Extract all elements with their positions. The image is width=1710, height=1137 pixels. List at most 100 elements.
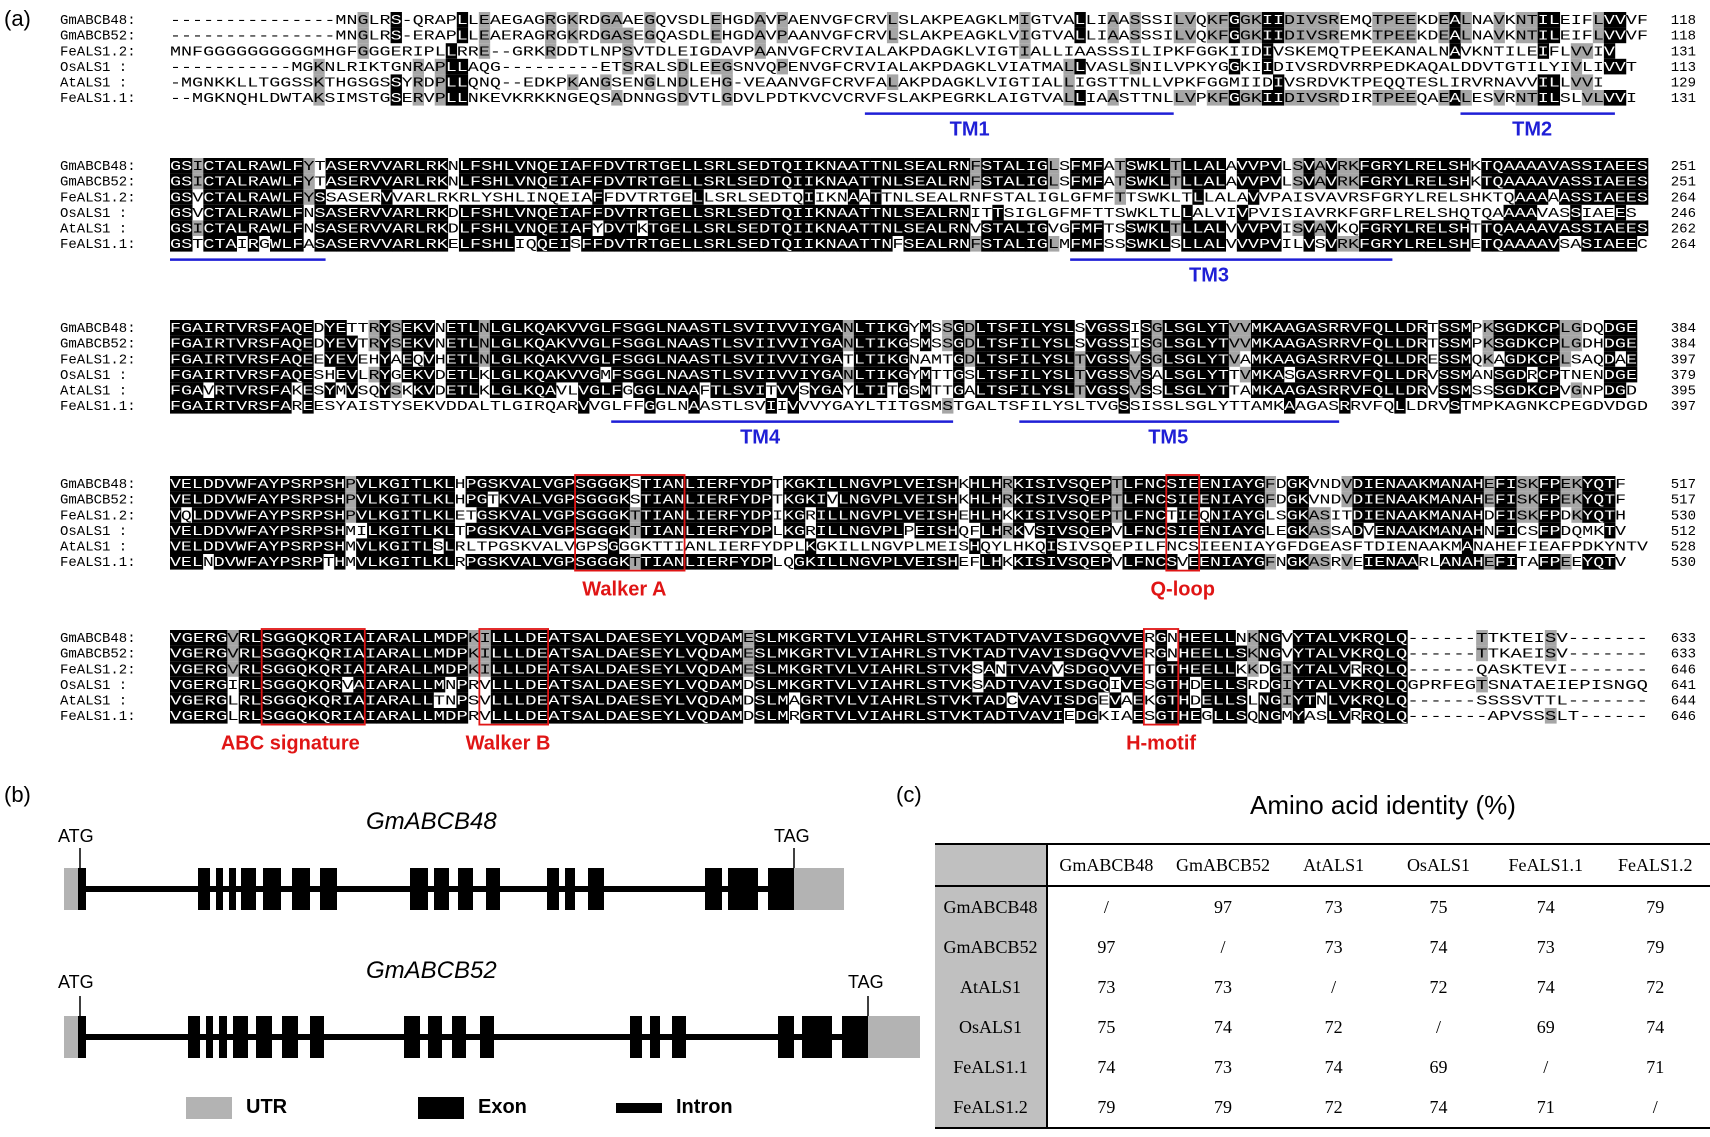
residue-shading [614,204,626,221]
residue: E [799,13,810,29]
residue: A [1449,29,1461,45]
residue-shading [1025,236,1038,252]
residue: E [1560,493,1571,509]
residue: G [1295,337,1306,353]
residue: E [677,44,688,60]
residue: G [733,29,744,45]
residue: R [578,13,590,29]
residue: C [843,91,854,107]
residue: G [1505,368,1516,384]
residue: E [1276,524,1287,540]
residue: A [975,399,987,415]
residue: A [1003,237,1015,253]
residue-shading [614,158,626,174]
residue-shading [392,158,404,174]
residue-shading [1261,58,1274,75]
residue: G [512,13,523,29]
residue: A [1526,237,1538,253]
residue: H [969,493,980,509]
residue-shading [625,220,638,236]
residue: S [1170,237,1181,253]
residue: A [1203,222,1215,238]
residue-shading [992,158,1004,174]
residue: P [1383,29,1394,45]
residue-shading [247,189,260,205]
residue: L [1383,384,1394,400]
residue: D [1331,477,1342,493]
residue-shading [536,236,549,252]
residue: S [1494,368,1505,384]
residue: K [1013,508,1025,524]
residue-shading [925,204,938,221]
residue: S [1108,352,1119,368]
residue: R [468,44,480,60]
residue-shading [611,90,623,106]
residue: F [1495,524,1506,540]
residue: T [1003,190,1014,206]
residue: P [1101,524,1112,540]
residue: D [688,29,699,45]
residue-shading [1328,90,1340,106]
residue: L [1163,321,1174,337]
residue: G [1030,29,1041,45]
residue-shading [736,220,749,236]
residue: T [1108,76,1119,92]
residue: A [1273,352,1285,368]
residue-shading [270,158,282,174]
residue: S [1517,477,1528,493]
residue: V [1270,159,1282,175]
residue-shading [636,236,649,252]
residue: L [1460,13,1471,29]
residue: I [1273,91,1284,107]
residue: W [280,91,292,107]
residue-shading [214,220,226,236]
residue: V [1604,29,1616,45]
residue: S [1459,190,1470,206]
residue: V [1304,159,1316,175]
residue: P [1549,337,1560,353]
residue: A [644,60,656,76]
residue: I [1506,493,1517,509]
residue: P [1549,524,1560,540]
residue: I [1295,13,1306,29]
residue: G [953,352,964,368]
residue: F [1070,237,1081,253]
residue: L [1148,206,1159,222]
residue-shading [1317,27,1329,44]
residue: A [1108,13,1120,29]
residue: H [1459,159,1470,175]
residue: I [1592,175,1603,191]
residue: N [1582,384,1593,400]
residue: S [936,477,947,493]
residue: T [291,91,302,107]
residue: I [1592,237,1603,253]
residue: G [1505,352,1516,368]
residue: E [1339,13,1350,29]
residue-shading [581,220,593,236]
residue: P [766,91,777,107]
residue: L [1203,190,1214,206]
residue: M [1008,13,1019,29]
residue: V [843,44,855,60]
residue: K [1337,222,1349,238]
residue-shading [870,236,882,252]
residue: V [1494,29,1506,45]
residue: F [1081,206,1092,222]
residue: E [710,13,721,29]
residue-shading [225,220,237,236]
residue: K [1218,44,1230,60]
residue: G [280,76,291,92]
residue-shading [1147,220,1160,236]
residue: S [1438,321,1449,337]
residue-shading [381,220,393,236]
residue: T [992,159,1003,175]
residue: F [832,60,843,76]
residue-shading [847,236,860,252]
residue: T [1350,76,1361,92]
residue: K [1013,524,1025,540]
residue: F [1218,13,1229,29]
residue-shading [1184,27,1197,44]
residue: A [1515,190,1527,206]
residue: K [1405,60,1417,76]
residue: L [1192,190,1203,206]
